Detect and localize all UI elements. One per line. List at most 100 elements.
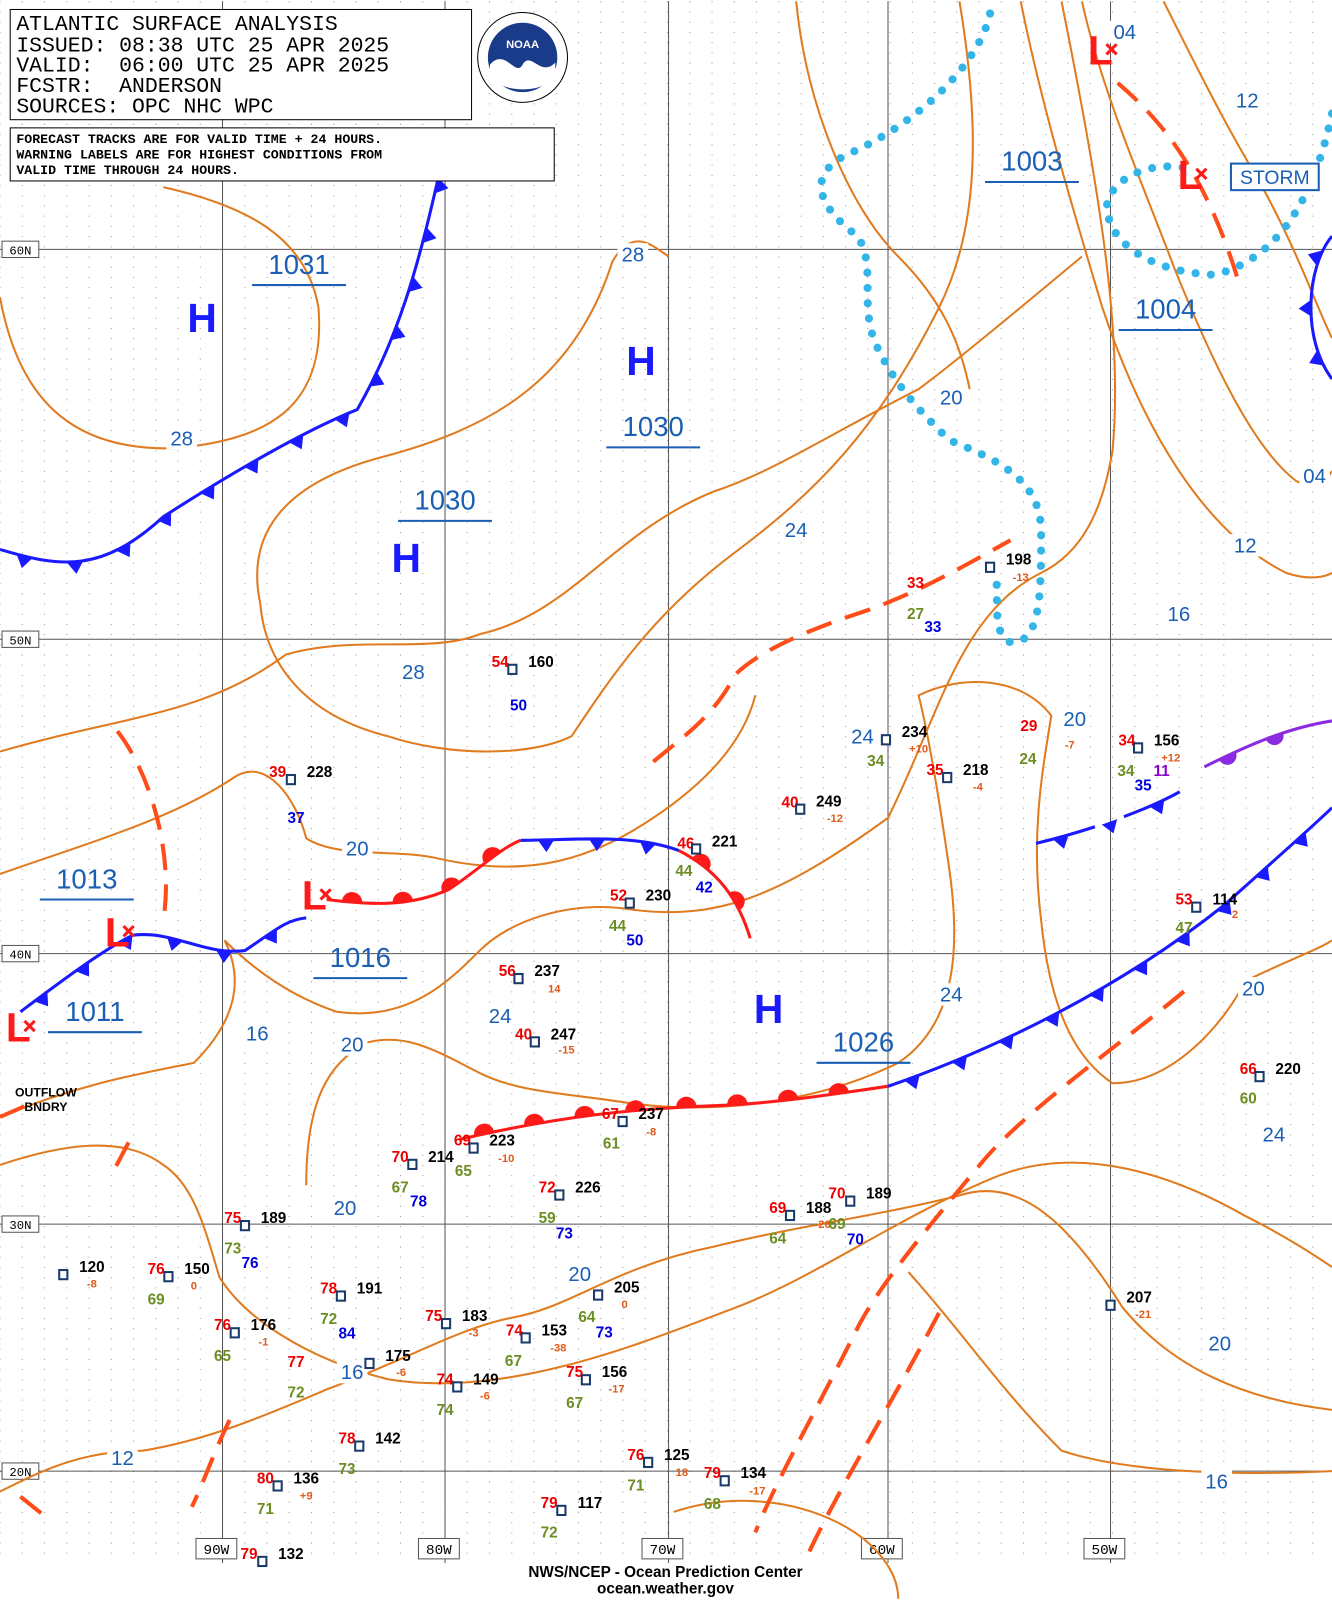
station-blue: 73	[596, 1324, 613, 1341]
station-temp: 78	[339, 1431, 357, 1448]
station-dew: 34	[867, 753, 885, 770]
front-triangle	[244, 458, 259, 474]
pressure-label: 1026	[833, 1027, 894, 1058]
front-triangle	[334, 412, 350, 428]
station-blue: 42	[696, 879, 713, 896]
station-temp: 74	[437, 1371, 455, 1388]
isobar	[795, 1, 971, 390]
isobar-label-bg	[1231, 89, 1263, 112]
station-dew: 64	[578, 1309, 596, 1326]
front-pip	[1307, 250, 1323, 266]
labels: 1031 1030 1030 1003 1004 1013 1016 1011 1026 H H H H…	[6, 20, 1330, 1568]
station-marker	[520, 1332, 531, 1344]
station-temp: 76	[627, 1447, 644, 1464]
lon-label: 70W	[650, 1543, 676, 1559]
trough	[0, 1101, 32, 1119]
station-tend: -21	[1135, 1309, 1151, 1321]
front-semicircle	[828, 1083, 849, 1095]
front-pip	[263, 928, 277, 944]
front-triangle	[117, 935, 133, 951]
station-marker	[163, 1271, 174, 1283]
front-semicircle	[392, 891, 414, 904]
isobar-label-bg	[1201, 1470, 1232, 1493]
footer-line: ocean.weather.gov	[597, 1581, 734, 1598]
station-marker	[272, 1480, 283, 1492]
front-triangle	[537, 839, 555, 853]
station-dew: 27	[907, 606, 924, 623]
front-triangle	[16, 554, 33, 569]
isobar-label-bg	[617, 243, 649, 266]
isobar-label: 12	[111, 1448, 134, 1470]
logo-text: NOAA	[506, 39, 539, 51]
isobar-label: 20	[568, 1264, 591, 1286]
lat-label-box	[1, 1462, 40, 1480]
station-temp: 70	[392, 1149, 409, 1166]
lat-label: 40N	[9, 949, 31, 963]
station-pres: 176	[251, 1317, 277, 1334]
station-pres: 156	[1154, 732, 1180, 749]
low-center-x	[23, 1019, 36, 1033]
lat-label: 50N	[9, 634, 31, 648]
station-marker	[942, 771, 953, 784]
station-temp: 79	[241, 1546, 258, 1563]
cold-front	[1309, 235, 1332, 380]
station-marker	[1254, 1070, 1265, 1083]
isobar-label-bg	[1238, 977, 1269, 1000]
station-pres: 125	[664, 1447, 690, 1464]
station-dew: 73	[339, 1461, 356, 1478]
station-temp: 75	[566, 1364, 584, 1381]
station-temp: 39	[269, 764, 286, 781]
station-blue: 33	[924, 619, 941, 636]
front-semicircle	[676, 1096, 697, 1108]
station-marker	[556, 1504, 567, 1517]
station-tend: 14	[548, 983, 561, 995]
front-semicircle	[692, 853, 711, 871]
lon-label: 90W	[204, 1543, 230, 1559]
front-triangle	[369, 371, 385, 387]
station-dew: 24	[1019, 751, 1037, 768]
station-marker	[580, 1374, 591, 1386]
pressure-label: 1011	[65, 996, 124, 1027]
station-temp: 34	[1118, 732, 1136, 749]
trough	[108, 1141, 131, 1179]
front-semicircle	[1265, 732, 1284, 746]
storm-box	[1229, 162, 1320, 192]
pressure-label: 1013	[56, 863, 117, 894]
front-pip	[828, 1083, 849, 1095]
note-box	[9, 127, 555, 182]
station-marker	[452, 1381, 463, 1393]
station-marker	[624, 897, 635, 909]
station-temp: 56	[499, 963, 516, 980]
station-pres: 132	[278, 1546, 304, 1563]
front-pip	[1044, 1012, 1060, 1027]
station-marker	[239, 1220, 251, 1232]
isobar-label-bg	[847, 724, 878, 748]
header-valid: VALID: 06:00 UTC 25 APR 2025	[16, 55, 389, 79]
front-pip	[727, 1094, 748, 1106]
high-center: H	[754, 986, 783, 1032]
cold-front	[1035, 787, 1185, 845]
station-tend: 0	[191, 1280, 197, 1292]
isobar-label: 12	[1236, 90, 1259, 112]
isobar-label-bg	[780, 518, 812, 542]
isobar-label: 20	[334, 1198, 357, 1220]
isobar-label-bg	[166, 426, 197, 450]
note-line: FORECAST TRACKS ARE FOR VALID TIME + 24 …	[16, 132, 382, 147]
station-tend: -1	[258, 1337, 268, 1349]
station-temp: 72	[539, 1179, 556, 1196]
station-temp: 76	[214, 1317, 231, 1334]
isobar-label: 20	[940, 387, 963, 409]
front-pip	[341, 892, 363, 904]
isobar	[0, 186, 321, 450]
isobar-label-bg	[1258, 1123, 1290, 1146]
station-pres: 149	[473, 1371, 499, 1388]
front-pip	[998, 1034, 1014, 1050]
station-temp: 75	[425, 1308, 443, 1325]
isobar-label-bg	[1109, 20, 1141, 44]
isobar-label: 16	[246, 1023, 269, 1045]
low-center-x	[1195, 167, 1208, 180]
front-pip	[1309, 350, 1324, 366]
station-marker	[440, 1318, 452, 1330]
front-triangle	[1309, 350, 1324, 366]
